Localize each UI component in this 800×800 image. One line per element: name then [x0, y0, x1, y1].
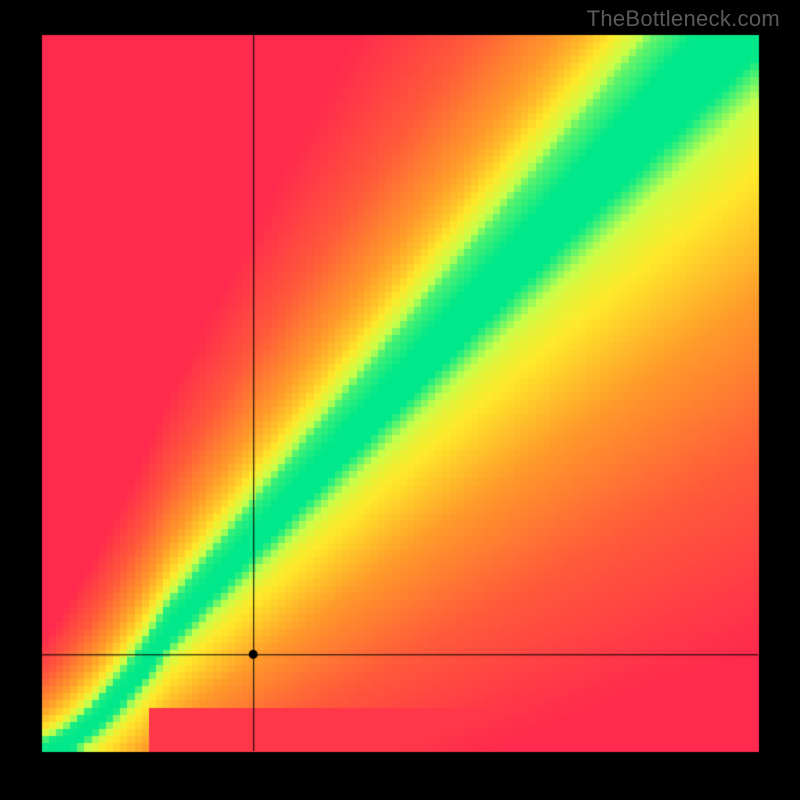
watermark-text: TheBottleneck.com	[587, 6, 780, 32]
heatmap-canvas	[0, 0, 800, 800]
heatmap-container: TheBottleneck.com	[0, 0, 800, 800]
